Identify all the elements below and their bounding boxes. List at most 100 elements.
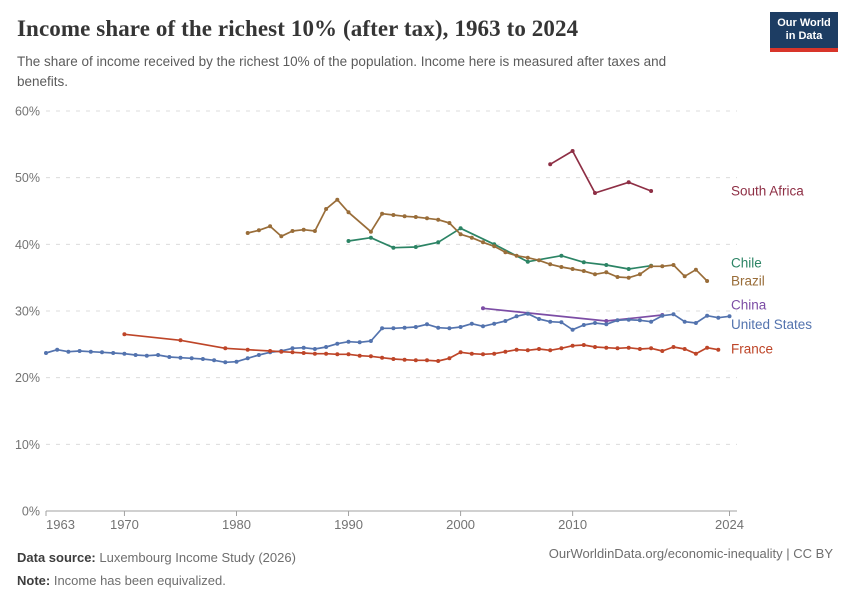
series-point-brazil-1995 [402, 214, 407, 219]
series-point-france-2008 [548, 348, 553, 353]
page-title: Income share of the richest 10% (after t… [17, 16, 579, 41]
series-point-united-states-1982 [256, 353, 261, 357]
series-point-france-2004 [503, 349, 508, 354]
series-point-brazil-1994 [391, 213, 396, 217]
series-point-brazil-2019 [671, 263, 676, 267]
y-tick-label-30: 30% [15, 305, 40, 319]
series-point-chile-2000 [458, 226, 463, 231]
series-point-south-africa-2015 [626, 180, 631, 185]
series-point-united-states-1970 [122, 351, 127, 356]
series-point-brazil-2016 [637, 272, 642, 277]
series-point-brazil-1983 [268, 224, 273, 229]
series-point-france-2002 [481, 352, 485, 357]
series-point-france-2006 [525, 348, 530, 353]
series-point-united-states-1989 [335, 341, 340, 346]
y-tick-label-10: 10% [15, 438, 40, 452]
series-point-france-1996 [413, 358, 418, 363]
series-point-france-1999 [447, 356, 452, 361]
series-point-united-states-2003 [492, 321, 497, 326]
series-point-united-states-1988 [324, 345, 329, 349]
series-point-brazil-2021 [693, 267, 698, 272]
series-point-united-states-2013 [604, 322, 609, 327]
series-line-south-africa [549, 150, 652, 194]
series-point-united-states-1992 [368, 339, 373, 343]
series-point-brazil-2013 [604, 270, 609, 275]
series-point-france-2012 [593, 345, 597, 349]
series-label-united-states: United States [731, 317, 812, 332]
footer-left: Data source: Luxembourg Income Study (20… [17, 546, 296, 592]
series-point-brazil-2020 [682, 274, 687, 279]
series-label-brazil: Brazil [731, 274, 765, 289]
series-point-united-states-1977 [200, 357, 205, 361]
series-point-france-2005 [514, 347, 519, 352]
footer-datasource-text: Luxembourg Income Study (2026) [95, 550, 296, 565]
footer-note: Note: Income has been equivalized. [17, 569, 296, 592]
series-point-brazil-2012 [593, 272, 597, 277]
series-point-united-states-1968 [100, 350, 104, 355]
series-point-brazil-2018 [660, 264, 665, 269]
series-point-brazil-2000 [458, 232, 463, 237]
series-point-brazil-1989 [335, 197, 340, 202]
series-point-brazil-2003 [492, 244, 497, 249]
series-point-brazil-1992 [368, 229, 373, 234]
series-point-united-states-1964 [55, 347, 60, 352]
series-point-france-1970 [122, 332, 127, 337]
series-point-united-states-2002 [481, 324, 485, 329]
series-point-united-states-1972 [144, 353, 149, 358]
series-point-united-states-2021 [693, 321, 698, 325]
series-point-france-1994 [391, 357, 396, 361]
series-point-united-states-2022 [705, 313, 710, 318]
series-point-united-states-2011 [581, 323, 586, 327]
series-point-chile-2013 [604, 263, 609, 267]
series-point-united-states-2019 [671, 312, 676, 317]
footer-rights: OurWorldinData.org/economic-inequality |… [548, 546, 833, 561]
owid-logo-stripe [770, 48, 838, 52]
series-point-south-africa-2017 [649, 189, 654, 193]
series-point-united-states-1967 [88, 349, 93, 354]
x-tick-label-2000: 2000 [446, 517, 475, 532]
series-point-brazil-1986 [301, 227, 306, 232]
series-point-france-1986 [301, 351, 306, 355]
series-point-united-states-2024 [727, 314, 732, 319]
series-point-france-2011 [581, 343, 586, 347]
series-point-france-1979 [223, 346, 228, 351]
series-point-united-states-1969 [111, 351, 116, 355]
series-point-brazil-1987 [312, 229, 317, 233]
series-point-united-states-1978 [212, 358, 217, 363]
series-point-china-2002 [481, 306, 485, 311]
series-point-france-1981 [245, 347, 250, 352]
series-point-brazil-1997 [425, 216, 429, 221]
series-point-brazil-1985 [290, 229, 295, 233]
series-point-united-states-2014 [615, 318, 620, 323]
series-point-brazil-1993 [380, 211, 385, 216]
series-point-france-2014 [615, 346, 620, 351]
y-tick-label-0: 0% [22, 505, 40, 519]
series-point-united-states-2017 [649, 319, 654, 324]
series-point-brazil-2011 [581, 269, 586, 273]
series-point-france-2001 [469, 351, 474, 356]
footer-datasource: Data source: Luxembourg Income Study (20… [17, 546, 296, 569]
series-point-chile-1996 [413, 245, 418, 249]
series-point-france-1987 [312, 351, 317, 356]
series-point-france-1989 [335, 352, 340, 357]
y-tick-label-20: 20% [15, 371, 40, 385]
series-point-united-states-1979 [223, 360, 228, 365]
series-point-united-states-2009 [559, 320, 564, 325]
series-point-united-states-1971 [133, 353, 138, 357]
series-label-south-africa: South Africa [731, 184, 804, 199]
series-point-brazil-2009 [559, 265, 564, 269]
footer-note-label: Note: [17, 573, 51, 588]
series-point-france-2016 [637, 347, 642, 351]
series-point-france-2003 [492, 351, 497, 356]
series-point-united-states-1985 [290, 346, 295, 351]
series-point-brazil-1984 [279, 234, 284, 239]
series-point-united-states-1966 [77, 349, 82, 353]
series-point-brazil-2002 [481, 240, 485, 245]
series-point-brazil-2004 [503, 250, 508, 255]
series-point-united-states-1997 [425, 322, 429, 327]
series-point-brazil-2015 [626, 275, 631, 280]
series-label-china: China [731, 298, 767, 313]
series-point-united-states-1986 [301, 345, 306, 350]
footer-note-text: Income has been equivalized. [50, 573, 226, 588]
